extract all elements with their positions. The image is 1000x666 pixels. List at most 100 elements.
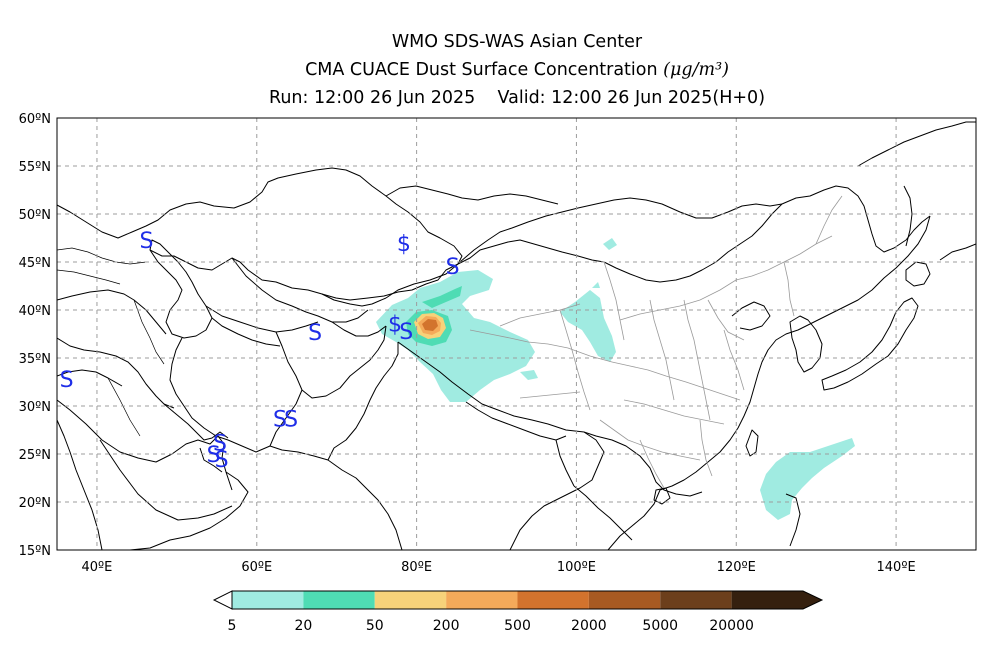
border-tajik-kyrgyz bbox=[321, 293, 387, 307]
coast-indochina bbox=[607, 489, 661, 550]
valid-time: Valid: 12:00 26 Jun 2025(H+0) bbox=[497, 88, 766, 108]
latitude-label: 45ºN bbox=[19, 256, 51, 271]
run-time: Run: 12:00 26 Jun 2025 bbox=[268, 88, 476, 108]
province-line bbox=[619, 279, 737, 321]
province-line bbox=[499, 303, 581, 327]
coast-bohai bbox=[731, 301, 771, 331]
border-uzbekistan bbox=[231, 257, 369, 323]
colorbar-label: 5 bbox=[228, 618, 237, 634]
border-iran bbox=[169, 317, 281, 453]
province-line bbox=[469, 329, 529, 343]
dust-field-tarim bbox=[376, 270, 535, 402]
latitude-label: 50ºN bbox=[19, 208, 51, 223]
longitude-label: 140ºE bbox=[877, 560, 916, 575]
colorbar-under-arrow bbox=[212, 590, 233, 610]
colorbar-segment bbox=[660, 591, 732, 609]
colorbar-segment bbox=[303, 591, 375, 609]
border-afghanistan bbox=[275, 325, 387, 399]
station-symbol: $ bbox=[397, 232, 411, 257]
title-product: CMA CUACE Dust Surface Concentration bbox=[305, 60, 658, 80]
longitude-label: 80ºE bbox=[401, 560, 432, 575]
latitude-label: 25ºN bbox=[19, 448, 51, 463]
province-line bbox=[639, 439, 665, 489]
border-bangladesh bbox=[555, 439, 575, 487]
colorbar-label: 20 bbox=[294, 618, 312, 634]
minor-borders bbox=[57, 247, 165, 437]
border-china-southwest bbox=[583, 431, 703, 497]
latitude-label: 40ºN bbox=[19, 304, 51, 319]
station-symbol: S bbox=[273, 407, 287, 432]
station-symbol: S bbox=[399, 320, 413, 345]
border-kazakhstan bbox=[57, 167, 463, 301]
border-pakistan bbox=[269, 342, 399, 461]
latitude-label: 60ºN bbox=[19, 112, 51, 127]
station-symbol: S bbox=[213, 431, 227, 456]
station-symbol: S bbox=[284, 407, 298, 432]
province-line bbox=[783, 261, 795, 317]
coast-japan bbox=[821, 297, 919, 391]
longitude-label: 120ºE bbox=[717, 560, 756, 575]
latitude-label: 20ºN bbox=[19, 496, 51, 511]
latitude-label: 35ºN bbox=[19, 352, 51, 367]
colorbar: 5 20 50 200 500 2000 5000 20000 bbox=[212, 590, 824, 634]
caspian-sea bbox=[149, 239, 213, 339]
station-symbol: S bbox=[60, 368, 74, 393]
colorbar-segment bbox=[374, 591, 447, 609]
province-line bbox=[603, 261, 625, 341]
border-tajikistan bbox=[331, 321, 387, 337]
province-borders bbox=[469, 195, 843, 489]
border-iraq bbox=[57, 337, 175, 409]
colorbar-segment bbox=[588, 591, 661, 609]
colorbar-label: 500 bbox=[504, 618, 531, 634]
dust-contours bbox=[376, 238, 855, 520]
border-india-north bbox=[397, 341, 585, 433]
latitude-label: 55ºN bbox=[19, 160, 51, 175]
coast-philippines bbox=[785, 493, 801, 547]
dust-field-band2-north bbox=[422, 286, 462, 308]
province-line bbox=[723, 329, 745, 391]
colorbar-label: 5000 bbox=[642, 618, 678, 634]
province-line bbox=[611, 361, 741, 401]
dust-field-pacific bbox=[760, 438, 855, 520]
colorbar-label: 50 bbox=[366, 618, 384, 634]
border-china-west bbox=[385, 185, 931, 299]
border-nepal bbox=[465, 401, 567, 441]
border-minor bbox=[133, 299, 165, 365]
dust-field-band5 bbox=[422, 319, 438, 331]
longitude-label: 40ºE bbox=[82, 560, 113, 575]
province-line bbox=[599, 419, 701, 461]
border-mongolia bbox=[459, 197, 783, 263]
dust-field-hexi bbox=[560, 290, 616, 362]
longitude-label: 60ºE bbox=[241, 560, 272, 575]
map-frame bbox=[56, 117, 977, 551]
station-symbol: S bbox=[446, 255, 460, 280]
province-line bbox=[815, 195, 843, 245]
border-minor bbox=[57, 269, 121, 285]
latitude-labels: 60ºN 55ºN 50ºN 45ºN 40ºN 35ºN 30ºN 25ºN 20ºN 15ºN bbox=[19, 112, 51, 559]
province-line bbox=[649, 299, 675, 401]
coast-hokkaido bbox=[905, 261, 931, 287]
province-line bbox=[559, 309, 591, 411]
colorbar-segment bbox=[517, 591, 589, 609]
coast-sakhalin bbox=[903, 185, 913, 247]
station-symbol: S bbox=[308, 321, 322, 346]
province-line bbox=[527, 341, 613, 363]
latitude-label: 30ºN bbox=[19, 400, 51, 415]
coast-kamchatka-area bbox=[939, 243, 976, 261]
coast-china-east bbox=[659, 215, 931, 491]
station-symbol: S bbox=[215, 448, 229, 473]
station-symbol: S bbox=[207, 443, 221, 468]
coast-far-east bbox=[857, 121, 976, 167]
country-borders bbox=[57, 121, 976, 550]
title-block: WMO SDS-WAS Asian Center CMA CUACE Dust … bbox=[0, 28, 1000, 112]
border-myanmar-laos bbox=[573, 485, 633, 541]
border-minor bbox=[57, 247, 147, 265]
map-layers bbox=[57, 121, 976, 550]
border-minor bbox=[107, 377, 141, 437]
colorbar-segment bbox=[446, 591, 518, 609]
border-syria bbox=[57, 369, 123, 387]
station-symbol: $ bbox=[388, 312, 402, 337]
colorbar-outline bbox=[231, 590, 824, 610]
colorbar-label: 2000 bbox=[571, 618, 607, 634]
